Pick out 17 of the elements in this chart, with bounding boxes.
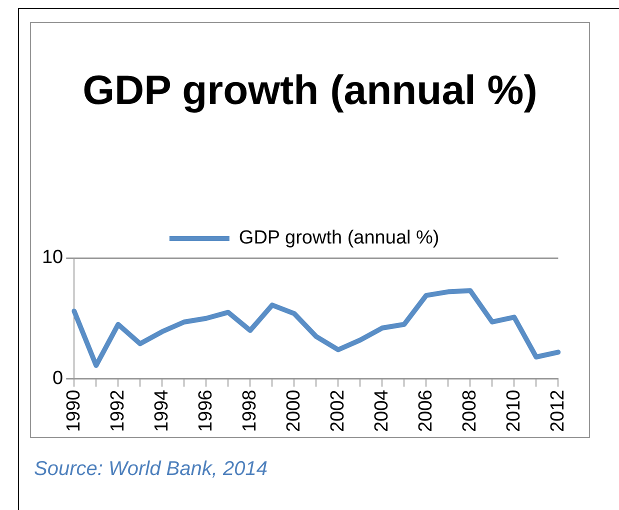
x-tick-label: 1990 [63, 390, 84, 432]
x-tick-label: 2010 [503, 390, 524, 432]
y-tick-label: 0 [52, 368, 64, 389]
x-tick-label: 2002 [327, 390, 348, 432]
x-tick-label: 2008 [459, 390, 480, 432]
x-tick-label: 1998 [239, 390, 260, 432]
x-tick-label: 2012 [547, 390, 568, 432]
legend-label: GDP growth (annual %) [238, 228, 440, 249]
x-tick-label: 1992 [107, 390, 128, 432]
source-note: Source: World Bank, 2014 [34, 458, 268, 481]
x-tick-label: 1994 [151, 389, 172, 432]
y-tick-label: 10 [42, 247, 64, 268]
x-tick-label: 2004 [371, 389, 392, 432]
x-tick-label: 1996 [195, 390, 216, 432]
x-tick-label: 2000 [283, 390, 304, 432]
chart-title: GDP growth (annual %) [82, 66, 538, 115]
x-tick-label: 2006 [415, 390, 436, 432]
